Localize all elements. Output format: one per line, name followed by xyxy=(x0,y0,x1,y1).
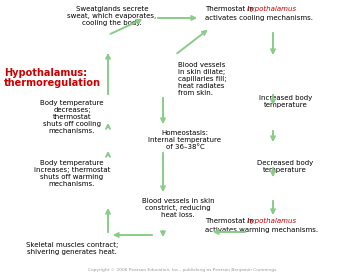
Text: Increased body
temperature: Increased body temperature xyxy=(260,95,313,108)
Text: Blood vessels
in skin dilate;
capillaries fill;
heat radiates
from skin.: Blood vessels in skin dilate; capillarie… xyxy=(178,62,227,96)
Text: thermoregulation: thermoregulation xyxy=(4,78,101,88)
Text: Skeletal muscles contract;
shivering generates heat.: Skeletal muscles contract; shivering gen… xyxy=(26,242,118,255)
Text: activates warming mechanisms.: activates warming mechanisms. xyxy=(205,227,318,233)
Text: Hypothalamus:: Hypothalamus: xyxy=(4,68,87,78)
Text: hypothalamus: hypothalamus xyxy=(246,218,297,224)
Text: Sweatglands secrete
sweat, which evaporates,
cooling the body.: Sweatglands secrete sweat, which evapora… xyxy=(68,6,156,26)
Text: Thermostat in: Thermostat in xyxy=(205,218,256,224)
Text: Body temperature
decreases;
thermostat
shuts off cooling
mechanisms.: Body temperature decreases; thermostat s… xyxy=(40,100,104,134)
Text: activates cooling mechanisms.: activates cooling mechanisms. xyxy=(205,15,313,21)
Text: Decreased body
temperature: Decreased body temperature xyxy=(257,160,313,173)
Text: Blood vessels in skin
constrict, reducing
heat loss.: Blood vessels in skin constrict, reducin… xyxy=(142,198,214,218)
Text: Body temperature
increases; thermostat
shuts off warming
mechanisms.: Body temperature increases; thermostat s… xyxy=(34,160,110,187)
Text: Thermostat in: Thermostat in xyxy=(205,6,256,12)
Text: Copyright © 2006 Pearson Education, Inc., publishing as Pearson Benjamin Cumming: Copyright © 2006 Pearson Education, Inc.… xyxy=(88,268,276,272)
Text: hypothalamus: hypothalamus xyxy=(246,6,297,12)
Text: Homeostasis:
Internal temperature
of 36–38°C: Homeostasis: Internal temperature of 36–… xyxy=(148,130,221,150)
